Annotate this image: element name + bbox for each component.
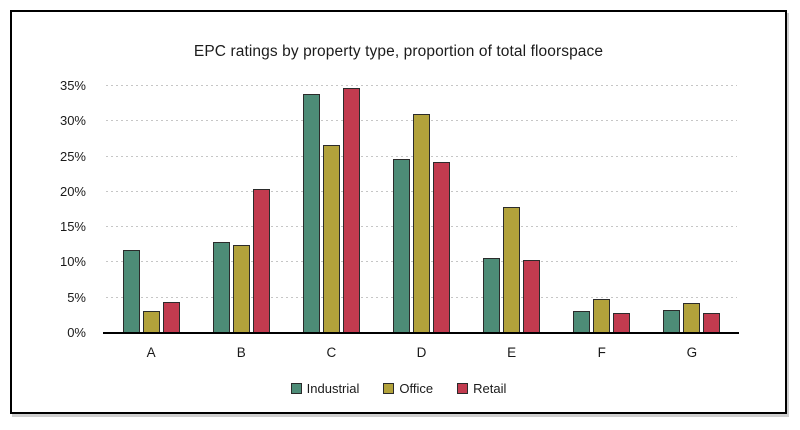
bar-groups bbox=[106, 86, 737, 333]
gridline-35pct bbox=[106, 85, 737, 86]
bar-office-f bbox=[593, 299, 611, 333]
plot-area bbox=[103, 85, 739, 334]
x-label-b: B bbox=[236, 345, 246, 360]
bar-industrial-c bbox=[302, 93, 320, 333]
chart-frame: EPC ratings by property type, proportion… bbox=[10, 10, 787, 414]
legend-item-retail: Retail bbox=[457, 381, 506, 396]
bar-industrial-d bbox=[392, 159, 410, 333]
bar-office-d bbox=[412, 114, 430, 333]
bar-industrial-g bbox=[663, 310, 681, 333]
x-label-c: C bbox=[326, 345, 337, 360]
x-label-a: A bbox=[146, 345, 156, 360]
bar-retail-d bbox=[432, 161, 450, 333]
bar-group-e bbox=[467, 86, 557, 333]
y-tick-label-0: 0% bbox=[67, 325, 86, 340]
y-tick-label-10: 10% bbox=[59, 254, 86, 270]
x-axis-line bbox=[103, 332, 739, 334]
bar-industrial-f bbox=[573, 311, 591, 333]
bar-retail-c bbox=[342, 88, 360, 333]
legend-label-industrial: Industrial bbox=[306, 381, 360, 396]
x-label-e: E bbox=[507, 345, 517, 360]
x-label-g: G bbox=[686, 345, 698, 360]
bar-group-b bbox=[196, 86, 286, 333]
y-tick-label-35: 35% bbox=[59, 78, 86, 93]
legend-swatch-office bbox=[383, 383, 395, 394]
bar-retail-g bbox=[703, 313, 721, 333]
legend-label-retail: Retail bbox=[473, 381, 507, 396]
bar-retail-b bbox=[252, 189, 270, 333]
legend-item-industrial: Industrial bbox=[290, 381, 360, 396]
bar-industrial-e bbox=[483, 257, 501, 333]
bar-group-f bbox=[557, 86, 647, 333]
bar-group-d bbox=[376, 86, 466, 333]
bar-industrial-b bbox=[212, 241, 230, 333]
y-tick-label-30: 30% bbox=[59, 113, 86, 129]
bar-group-a bbox=[106, 86, 196, 333]
legend-swatch-industrial bbox=[290, 383, 302, 394]
y-tick-label-20: 20% bbox=[59, 183, 86, 199]
y-tick-label-5: 5% bbox=[67, 289, 86, 305]
bar-retail-f bbox=[613, 312, 631, 333]
bar-industrial-a bbox=[122, 250, 140, 333]
legend: Industrial Office Retail bbox=[12, 381, 785, 396]
bar-group-c bbox=[286, 86, 376, 333]
bar-retail-a bbox=[162, 301, 180, 333]
x-axis-category-labels: A B C D E F G bbox=[106, 345, 737, 360]
x-label-f: F bbox=[597, 345, 606, 360]
bar-office-e bbox=[503, 207, 521, 333]
bar-office-g bbox=[683, 302, 701, 333]
bar-office-b bbox=[232, 244, 250, 333]
bar-office-c bbox=[322, 145, 340, 333]
y-axis-tick-labels: 0% 5% 10% 15% 20% 25% 30% 35% bbox=[12, 78, 86, 340]
legend-swatch-retail bbox=[457, 383, 469, 394]
legend-item-office: Office bbox=[383, 381, 433, 396]
bar-group-g bbox=[647, 86, 737, 333]
x-label-d: D bbox=[416, 345, 427, 360]
bar-office-a bbox=[142, 311, 160, 333]
y-tick-label-15: 15% bbox=[59, 219, 86, 235]
y-tick-label-25: 25% bbox=[59, 148, 86, 164]
chart-title: EPC ratings by property type, proportion… bbox=[193, 43, 604, 60]
bar-retail-e bbox=[523, 259, 541, 333]
legend-label-office: Office bbox=[399, 381, 434, 396]
